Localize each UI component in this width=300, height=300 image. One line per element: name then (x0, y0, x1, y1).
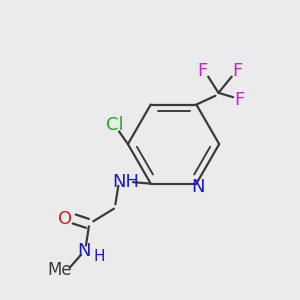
Text: N: N (78, 242, 91, 260)
Text: O: O (58, 210, 72, 228)
Text: F: F (232, 62, 243, 80)
Text: F: F (234, 91, 244, 109)
Text: H: H (94, 249, 105, 264)
Text: NH: NH (112, 173, 139, 191)
Text: N: N (191, 178, 205, 196)
Text: Me: Me (47, 262, 72, 280)
Text: Cl: Cl (106, 116, 124, 134)
Text: F: F (197, 62, 207, 80)
